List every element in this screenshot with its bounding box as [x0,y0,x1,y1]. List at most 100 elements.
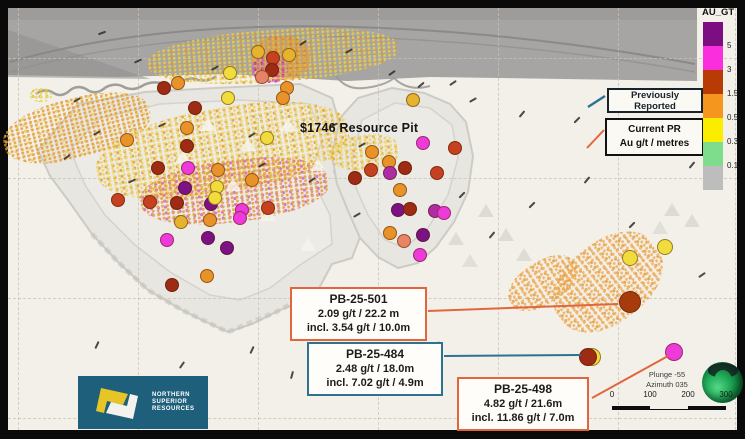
scalebar-tick-label: 0 [609,390,615,399]
logo-wordmark: NORTHERN SUPERIOR RESOURCES [152,392,195,413]
drill-collar-dot [223,66,237,80]
drill-collar-dot [233,211,247,225]
previously-reported-label: Previously Reported [630,89,680,112]
drill-collar-dot [397,234,411,248]
drill-collar-dot [398,161,412,175]
legend-tick-label: 0.1 [727,161,739,170]
callout-included-intercept: incl. 11.86 g/t / 7.0m [471,412,575,425]
drill-collar-dot [416,136,430,150]
wireframe-triangle [448,232,464,245]
wireframe-triangle [462,254,478,267]
drill-collar-dot [282,48,296,62]
scalebar-tick-label: 200 [681,390,695,399]
drill-collar-dot [255,70,269,84]
drill-collar-dot [151,161,165,175]
drill-collar-dot [181,161,195,175]
current-pr-box: Current PR Au g/t / metres [605,118,704,156]
resource-pit-label: $1746 Resource Pit [300,121,419,135]
callout-intercept: 2.09 g/t / 22.2 m [317,308,400,321]
drill-collar-dot [665,343,683,361]
callout-hole-id: PB-25-501 [329,292,388,306]
drill-collar-dot [260,131,274,145]
grid-line-vertical [378,8,379,430]
drill-collar-dot [220,241,234,255]
drill-collar-dot [200,269,214,283]
legend-tick-label: 3 [727,65,732,74]
drill-collar-dot [157,81,171,95]
legend-color-segment [703,118,723,142]
drill-collar-dot [406,93,420,107]
scalebar-segment [612,406,650,410]
grid-line-vertical [735,8,736,430]
sphere-shadow-cap [708,363,738,377]
drill-collar-dot [622,250,638,266]
drill-collar-dot [111,193,125,207]
scalebar-segment [650,408,688,410]
grid-line-vertical [618,8,619,430]
wireframe-triangle [664,203,680,216]
wireframe-triangle [498,228,514,241]
callout-intercept: 4.82 g/t / 21.6m [483,398,563,411]
orientation-label: Plunge -55 Azimuth 035 [634,370,700,390]
drill-collar-dot [211,163,225,177]
drill-collar-dot [579,348,597,366]
callout-hole-id: PB-25-484 [345,347,405,361]
drill-collar-dot [393,183,407,197]
grid-line-vertical [498,8,499,430]
callout-intercept: 2.48 g/t / 18.0m [335,363,415,376]
drill-collar-dot [437,206,451,220]
scalebar-segment [688,406,726,410]
scalebar [612,406,726,410]
logo-line: NORTHERN [152,392,190,399]
legend-tick-label: 1.5 [727,89,739,98]
legend-color-segment [703,166,723,190]
wireframe-triangle [478,204,494,217]
wireframe-triangle [200,118,216,131]
callout-included-intercept: incl. 3.54 g/t / 10.0m [306,322,411,335]
drill-collar-dot [245,173,259,187]
legend-color-segment [703,142,723,166]
current-pr-line2: Au g/t / metres [619,138,690,149]
grid-line-vertical [18,8,19,430]
drill-collar-dot [160,233,174,247]
drill-collar-dot [448,141,462,155]
drill-collar-dot [657,239,673,255]
legend-color-segment [703,94,723,118]
drill-collar-dot [430,166,444,180]
legend-color-bar [703,22,723,190]
legend-tick-label: 0.3 [727,137,739,146]
drill-collar-dot [208,191,222,205]
wireframe-triangle [240,138,256,151]
scalebar-tick-label: 100 [643,390,657,399]
wireframe-triangle [684,214,700,227]
wireframe-triangle [175,150,191,163]
drill-collar-dot [171,76,185,90]
legend-color-segment [703,46,723,70]
logo-mark-icon [96,387,138,419]
callout-included-intercept: incl. 7.02 g/t / 4.9m [326,377,424,390]
legend-title: AU_GT [702,7,735,18]
scalebar-tick-label: 300 [719,390,733,399]
wireframe-triangle [516,248,532,261]
logo-line: RESOURCES [152,405,195,412]
drill-collar-dot [120,133,134,147]
orientation-sphere [702,362,743,403]
drill-collar-dot [416,228,430,242]
grid-line-vertical [138,8,139,430]
drill-collar-dot [221,91,235,105]
drill-collar-dot [413,248,427,262]
azimuth-value: Azimuth 035 [646,379,688,389]
callout-hole-id: PB-25-498 [493,382,553,396]
drill-collar-dot [619,291,641,313]
previously-reported-box: Previously Reported [607,88,703,113]
legend-color-segment [703,22,723,46]
scalebar-labels: 0 100 200 300 [600,390,740,400]
legend-tick-label: 5 [727,41,732,50]
logo-line: SUPERIOR [152,399,188,406]
legend-tick-label: 0.5 [727,113,739,122]
drill-collar-dot [403,202,417,216]
callout-pb-25-501: PB-25-501 2.09 g/t / 22.2 m incl. 3.54 g… [290,287,427,341]
wireframe-triangle [310,158,326,171]
company-logo: NORTHERN SUPERIOR RESOURCES [78,376,208,429]
drill-collar-dot [188,101,202,115]
